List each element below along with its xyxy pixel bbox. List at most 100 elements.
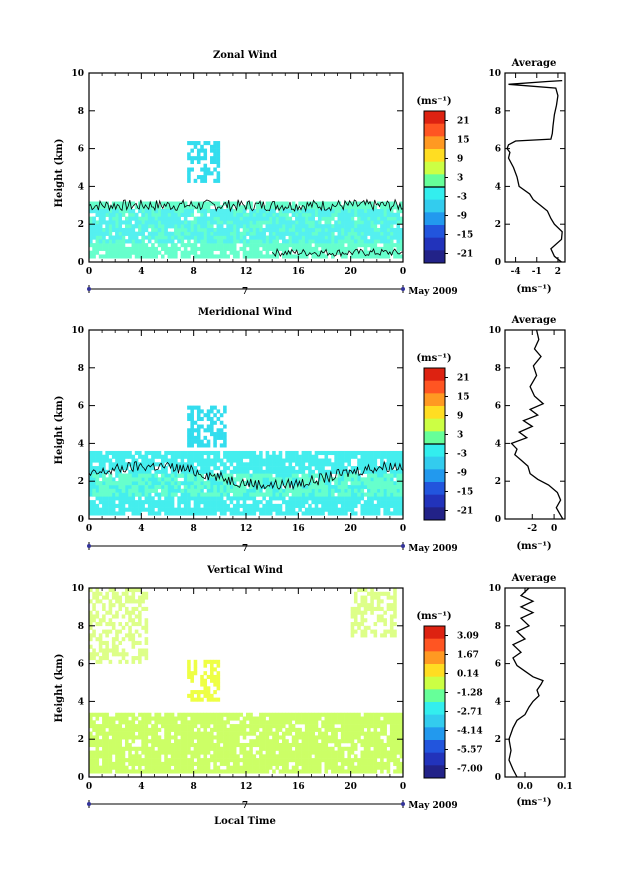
heatmap-cell xyxy=(206,507,211,512)
heatmap-cell xyxy=(242,758,247,763)
heatmap-cell xyxy=(265,724,270,729)
heatmap-cell xyxy=(386,246,391,251)
heatmap-cell xyxy=(216,201,221,206)
heatmap-cell xyxy=(393,201,397,206)
heatmap-cell xyxy=(327,754,332,759)
heatmap-cell xyxy=(219,496,224,501)
heatmap-cell xyxy=(360,254,365,259)
heatmap-cell xyxy=(118,742,123,748)
heatmap-cell xyxy=(121,765,126,770)
heatmap-cell xyxy=(308,750,312,755)
heatmap-cell xyxy=(308,746,312,751)
heatmap-cell xyxy=(304,466,309,471)
heatmap-cell xyxy=(265,507,270,512)
heatmap-cell xyxy=(196,405,201,410)
heatmap-cell xyxy=(285,511,289,516)
heatmap-cell xyxy=(252,231,257,236)
heatmap-cell xyxy=(193,484,198,490)
heatmap-cell xyxy=(183,724,188,729)
heatmap-cell xyxy=(190,235,194,240)
heatmap-cell xyxy=(206,141,211,146)
heatmap-cell xyxy=(164,454,168,459)
heatmap-cell xyxy=(337,462,342,467)
heatmap-cell xyxy=(138,503,142,508)
heatmap-cell xyxy=(138,231,142,236)
heatmap-cell xyxy=(331,503,335,508)
heatmap-cell xyxy=(344,488,348,493)
heatmap-cell xyxy=(174,254,178,259)
heatmap-cell xyxy=(278,496,283,501)
heatmap-cell xyxy=(236,227,240,233)
heatmap-cell xyxy=(219,432,224,437)
heatmap-cell xyxy=(334,454,338,459)
heatmap-cell xyxy=(157,205,162,210)
heatmap-cell xyxy=(206,224,211,229)
heatmap-cell xyxy=(252,731,257,736)
heatmap-cell xyxy=(242,239,247,244)
heatmap-cell xyxy=(252,469,257,474)
heatmap-cell xyxy=(187,167,191,172)
heatmap-cell xyxy=(190,227,194,233)
heatmap-cell xyxy=(272,720,276,725)
heatmap-cell xyxy=(321,473,325,478)
heatmap-cell xyxy=(252,496,257,501)
heatmap-cell xyxy=(301,243,306,248)
heatmap-cell xyxy=(396,220,401,225)
heatmap-cell xyxy=(187,220,191,225)
heatmap-cell xyxy=(301,716,306,721)
heatmap-cell xyxy=(262,511,266,516)
heatmap-cell xyxy=(291,735,296,740)
heatmap-cell xyxy=(92,712,96,717)
heatmap-cell xyxy=(141,473,145,478)
heatmap-cell xyxy=(347,458,351,463)
heatmap-cell xyxy=(187,227,191,233)
heatmap-cell xyxy=(196,473,201,478)
y-tick-label: 0 xyxy=(78,515,84,525)
heatmap-cell xyxy=(108,511,113,516)
heatmap-cell xyxy=(121,716,126,721)
heatmap-cell xyxy=(265,742,270,748)
heatmap-cell xyxy=(206,254,211,259)
heatmap-cell xyxy=(92,216,96,221)
colorbar-swatch xyxy=(424,368,445,382)
heatmap-cell xyxy=(340,765,345,770)
heatmap-cell xyxy=(239,720,244,725)
heatmap-cell xyxy=(340,239,345,244)
heatmap-cell xyxy=(242,469,247,474)
heatmap-cell xyxy=(121,477,126,482)
heatmap-cell xyxy=(200,235,204,240)
heatmap-cell xyxy=(89,742,93,748)
heatmap-cell xyxy=(210,735,214,740)
heatmap-cell xyxy=(344,209,348,214)
heatmap-cell xyxy=(216,477,221,482)
heatmap-cell xyxy=(147,758,152,763)
heatmap-cell xyxy=(190,243,194,248)
heatmap-cell xyxy=(167,731,172,736)
heatmap-cell xyxy=(340,454,345,459)
average-y-tick-label: 10 xyxy=(488,326,501,336)
heatmap-cell xyxy=(268,712,273,717)
heatmap-cell xyxy=(180,243,185,248)
heatmap-cell xyxy=(174,507,178,512)
heatmap-cell xyxy=(111,235,116,240)
heatmap-cell xyxy=(219,758,224,763)
heatmap-cell xyxy=(206,716,211,721)
heatmap-cell xyxy=(108,209,113,214)
heatmap-cell xyxy=(255,231,260,236)
heatmap-cell xyxy=(285,500,289,505)
heatmap-cell xyxy=(121,220,126,225)
heatmap-cell xyxy=(157,754,162,759)
heatmap-cell xyxy=(383,205,387,210)
average-y-tick-label: 0 xyxy=(495,515,501,525)
heatmap-cell xyxy=(102,235,106,240)
heatmap-cell xyxy=(200,720,204,725)
heatmap-cell xyxy=(357,224,361,229)
heatmap-cell xyxy=(147,746,152,751)
heatmap-cell xyxy=(383,484,387,490)
heatmap-cell xyxy=(249,454,253,459)
heatmap-cell xyxy=(321,227,325,233)
heatmap-cell xyxy=(160,503,165,508)
heatmap-cell xyxy=(288,758,293,763)
heatmap-cell xyxy=(144,496,149,501)
heatmap-cell xyxy=(324,716,329,721)
